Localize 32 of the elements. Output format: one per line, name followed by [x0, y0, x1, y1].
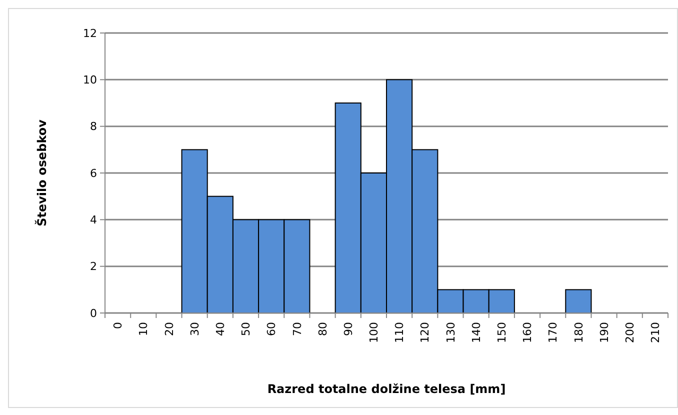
y-axis-title: Število osebkov: [34, 119, 49, 226]
x-tick-label: 110: [393, 322, 406, 343]
x-tick-label: 190: [598, 322, 611, 343]
x-tick-label: 100: [368, 322, 381, 343]
x-tick-label: 10: [137, 322, 150, 336]
y-tick-label: 12: [83, 26, 97, 40]
x-tick-label: 90: [342, 322, 355, 336]
x-tick-label: 130: [444, 322, 458, 343]
x-tick-label: 140: [470, 322, 483, 343]
x-tick-label: 0: [112, 322, 125, 329]
x-tick-label: 180: [572, 322, 586, 343]
x-tick-label: 200: [623, 322, 636, 343]
y-tick-label: 2: [90, 260, 97, 274]
x-tick-label: 40: [214, 322, 228, 336]
x-tick-label: 160: [521, 322, 534, 343]
x-tick-label: 150: [496, 322, 509, 343]
x-axis-title: Razred totalne dolžine telesa [mm]: [267, 382, 506, 396]
y-tick-label: 4: [90, 214, 97, 227]
x-tick-label: 50: [240, 322, 253, 336]
x-tick-label: 60: [265, 322, 278, 336]
x-tick-label: 210: [649, 322, 662, 343]
x-tick-label: 120: [418, 322, 432, 343]
y-tick-label: 0: [90, 306, 97, 320]
y-tick-label: 10: [83, 74, 97, 87]
x-tick-label: 30: [188, 322, 202, 336]
x-tick-label: 70: [290, 322, 304, 336]
x-tick-label: 20: [162, 322, 176, 336]
bar: [565, 289, 592, 314]
x-tick-label: 170: [546, 322, 560, 343]
x-tick-label: 80: [316, 322, 330, 336]
y-tick-label: 6: [90, 166, 97, 180]
y-tick-label: 8: [90, 120, 97, 134]
